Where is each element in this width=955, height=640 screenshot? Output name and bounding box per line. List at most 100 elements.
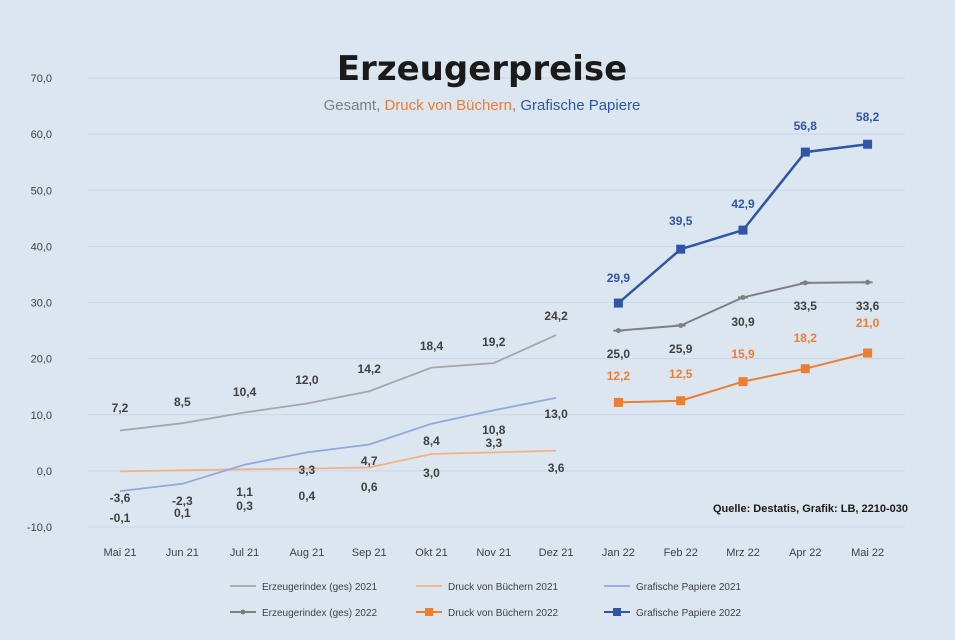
data-label: 18,4 [420,339,444,353]
y-tick-label: 40,0 [31,241,52,253]
data-label: -0,1 [110,511,131,525]
data-label: 33,5 [794,299,818,313]
x-tick-label: Sep 21 [352,547,387,559]
data-point [738,225,748,235]
data-label: -2,3 [172,494,193,508]
subtitle-orange: Druck von Büchern [384,97,512,114]
x-tick-label: Jun 21 [166,547,199,559]
y-tick-label: 0,0 [37,466,52,478]
legend-label: Grafische Papiere 2022 [636,608,742,619]
x-tick-label: Mrz 22 [726,547,760,559]
data-point [863,348,873,358]
data-label: 4,7 [361,454,378,468]
data-label: 13,0 [544,407,568,421]
data-point [676,396,686,406]
y-tick-label: -10,0 [27,522,52,534]
data-label: 0,4 [299,489,316,503]
source-note: Quelle: Destatis, Grafik: LB, 2210-030 [713,503,908,515]
legend-marker [613,608,621,616]
series-line [119,334,557,432]
data-point-dot [802,280,808,286]
x-tick-label: Jan 22 [602,547,635,559]
data-label: 8,5 [174,395,191,409]
series-line [119,397,557,492]
data-label: 3,3 [299,463,316,477]
data-label: 12,2 [607,369,631,383]
y-tick-label: 10,0 [31,410,52,422]
data-label: 0,3 [236,499,253,513]
subtitle-separator: , [512,97,520,114]
y-axis-ticks: 70,0 60,0 50,0 40,0 30,0 20,0 10,0 0,0 -10,0 [27,73,52,534]
series-line [119,449,557,473]
data-label: 39,5 [669,214,693,228]
legend-marker [425,608,433,616]
data-label: -3,6 [110,491,131,505]
data-point-dot [740,294,746,300]
x-tick-label: Apr 22 [789,547,821,559]
data-point [863,139,873,149]
data-label: 0,6 [361,480,378,494]
data-label: 10,8 [482,423,506,437]
data-label: 15,9 [731,347,755,361]
data-point [613,298,623,308]
chart-title: Erzeugerpreise [337,49,627,89]
gridlines [88,77,905,528]
data-label: 29,9 [607,271,631,285]
data-point [738,377,748,387]
legend-label: Druck von Büchern 2021 [448,582,559,593]
data-label: 58,2 [856,110,880,124]
data-label: 25,9 [669,342,693,356]
x-tick-label: Mai 22 [851,547,884,559]
data-label: 18,2 [794,331,818,345]
y-tick-label: 70,0 [31,73,52,85]
x-tick-label: Mai 21 [103,547,136,559]
legend-label: Grafische Papiere 2021 [636,582,742,593]
data-label: 12,5 [669,367,693,381]
data-point [676,244,686,254]
subtitle-prefix: Gesamt, [324,97,385,114]
data-label: 21,0 [856,316,880,330]
data-label: 0,1 [174,506,191,520]
data-label: 14,2 [358,362,382,376]
data-label: 30,9 [731,315,755,329]
data-label: 42,9 [731,197,755,211]
data-label: 10,4 [233,385,257,399]
data-label: 33,6 [856,299,880,313]
data-label: 19,2 [482,335,506,349]
y-tick-label: 20,0 [31,354,52,366]
data-label: 12,0 [295,373,319,387]
data-label: 8,4 [423,434,440,448]
data-label: 1,1 [236,485,253,499]
legend: Erzeugerindex (ges) 2021 Druck von Bücher… [230,582,742,619]
y-tick-label: 50,0 [31,185,52,197]
x-tick-label: Feb 22 [664,547,698,559]
series-group [119,139,873,492]
data-label: 24,2 [544,309,568,323]
subtitle-blue: Grafische Papiere [520,97,640,114]
data-labels: 7,2 8,5 10,4 12,0 14,2 18,4 19,2 24,2 -0,1 0,1 0,3… [110,110,880,525]
data-point [613,397,623,407]
data-point-dot [865,279,871,285]
data-label: 3,0 [423,466,440,480]
data-label: 3,3 [485,436,502,450]
legend-marker [240,609,246,615]
data-point-dot [615,328,621,334]
data-label: 25,0 [607,347,631,361]
data-point-dot [678,323,684,329]
legend-label: Druck von Büchern 2022 [448,608,559,619]
series-line [617,142,868,305]
x-tick-label: Aug 21 [289,547,324,559]
y-tick-label: 60,0 [31,129,52,141]
data-point [800,147,810,157]
data-point [800,364,810,374]
x-tick-label: Okt 21 [415,547,447,559]
data-label: 3,6 [548,461,565,475]
x-tick-label: Nov 21 [476,547,511,559]
legend-label: Erzeugerindex (ges) 2021 [262,582,378,593]
x-tick-label: Jul 21 [230,547,259,559]
data-label: 56,8 [794,119,818,133]
data-label: 7,2 [112,401,129,415]
legend-label: Erzeugerindex (ges) 2022 [262,608,378,619]
